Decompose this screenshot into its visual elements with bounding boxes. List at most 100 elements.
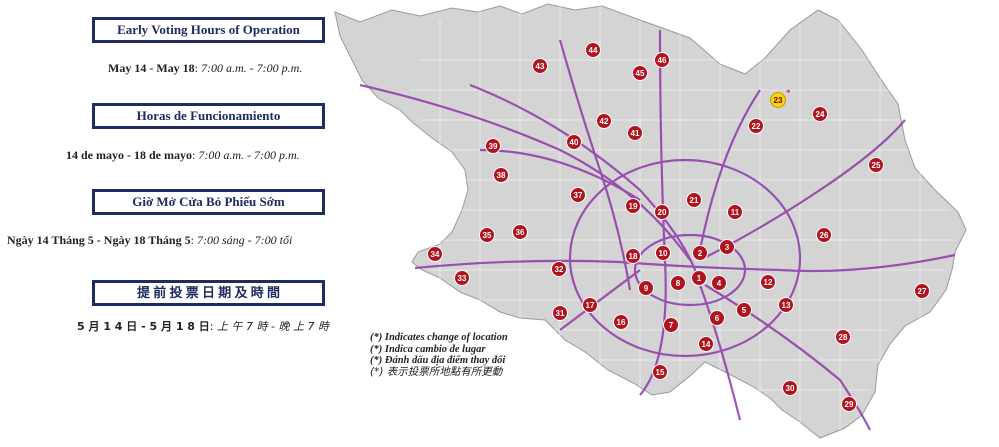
- polling-location-marker: 45: [632, 65, 648, 81]
- marker-label: 16: [617, 318, 626, 327]
- marker-label: 45: [636, 69, 645, 78]
- polling-location-marker: 18: [625, 248, 641, 264]
- polling-location-marker: 21: [686, 192, 702, 208]
- polling-location-marker: 32: [551, 261, 567, 277]
- polling-location-marker: 15: [652, 364, 668, 380]
- marker-label: 23: [774, 96, 783, 105]
- hours-line-vietnamese: Ngày 14 Tháng 5 - Ngày 18 Tháng 5: 7:00 …: [7, 233, 293, 247]
- marker-circle: [719, 239, 735, 255]
- marker-label: 24: [816, 110, 825, 119]
- marker-circle: [632, 65, 648, 81]
- marker-label: 6: [715, 314, 720, 323]
- marker-circle: [625, 248, 641, 264]
- marker-circle: [654, 204, 670, 220]
- polling-location-marker: 24: [812, 106, 828, 122]
- polling-location-marker: 11: [727, 204, 743, 220]
- marker-circle: [532, 58, 548, 74]
- marker-circle: [582, 297, 598, 313]
- polling-location-marker: 6: [709, 310, 725, 326]
- polling-location-marker: 23*: [770, 88, 791, 108]
- polling-location-marker: 10: [655, 245, 671, 261]
- location-change-legend: (*) Indicates change of location (*) Ind…: [370, 332, 508, 378]
- marker-label: 8: [676, 279, 681, 288]
- marker-circle: [841, 396, 857, 412]
- marker-label: 40: [570, 138, 579, 147]
- marker-circle: [670, 275, 686, 291]
- marker-label: 29: [845, 400, 854, 409]
- marker-circle: [698, 336, 714, 352]
- marker-circle: [654, 52, 670, 68]
- hours-line-spanish: 14 de mayo - 18 de mayo: 7:00 a.m. - 7:0…: [66, 148, 300, 162]
- polling-location-marker: 19: [625, 198, 641, 214]
- marker-circle: [812, 106, 828, 122]
- marker-circle: [512, 224, 528, 240]
- legend-line-vietnamese: (*) Đánh dấu địa điểm thay đổi: [370, 355, 506, 366]
- marker-circle: [736, 302, 752, 318]
- polling-location-marker: 44: [585, 42, 601, 58]
- marker-label: 25: [872, 161, 881, 170]
- marker-label: 46: [658, 56, 667, 65]
- marker-label: 1: [697, 274, 702, 283]
- marker-circle: [778, 297, 794, 313]
- polling-location-marker: 29: [841, 396, 857, 412]
- marker-circle: [727, 204, 743, 220]
- polling-location-marker: 37: [570, 187, 586, 203]
- polling-location-marker: 42: [596, 113, 612, 129]
- marker-circle: [770, 92, 786, 108]
- polling-location-marker: 20: [654, 204, 670, 220]
- polling-location-marker: 33: [454, 270, 470, 286]
- marker-circle: [552, 305, 568, 321]
- marker-label: 43: [536, 62, 545, 71]
- marker-circle: [652, 364, 668, 380]
- polling-location-marker: 46: [654, 52, 670, 68]
- marker-label: 35: [483, 231, 492, 240]
- polling-location-marker: 5: [736, 302, 752, 318]
- marker-circle: [691, 270, 707, 286]
- hours-line-chinese: 5 月 1 4 日 - 5 月 1 8 日: 上 午 7 時 - 晚 上 7 時: [77, 320, 329, 333]
- marker-label: 30: [786, 384, 795, 393]
- marker-circle: [585, 42, 601, 58]
- marker-circle: [711, 275, 727, 291]
- marker-circle: [638, 280, 654, 296]
- marker-label: 7: [669, 321, 674, 330]
- marker-circle: [427, 246, 443, 262]
- legend-line-english: (*) Indicates change of location: [370, 332, 508, 343]
- hours-heading-vietnamese: Giờ Mở Cửa Bỏ Phiếu Sớm: [93, 190, 324, 214]
- marker-label: 34: [431, 250, 440, 259]
- marker-circle: [627, 125, 643, 141]
- marker-circle: [914, 283, 930, 299]
- polling-location-marker: 4: [711, 275, 727, 291]
- legend-line-spanish: (*) Indica cambio de lugar: [370, 343, 486, 355]
- marker-label: 14: [702, 340, 711, 349]
- polling-location-marker: 7: [663, 317, 679, 333]
- marker-circle: [816, 227, 832, 243]
- polling-location-marker: 26: [816, 227, 832, 243]
- marker-circle: [625, 198, 641, 214]
- marker-label: 13: [782, 301, 791, 310]
- polling-location-marker: 35: [479, 227, 495, 243]
- marker-label: 15: [656, 368, 665, 377]
- polling-location-marker: 28: [835, 329, 851, 345]
- marker-circle: [782, 380, 798, 396]
- marker-circle: [868, 157, 884, 173]
- marker-label: 37: [574, 191, 583, 200]
- polling-location-marker: 16: [613, 314, 629, 330]
- marker-label: 21: [690, 196, 699, 205]
- marker-circle: [663, 317, 679, 333]
- marker-label: 26: [820, 231, 829, 240]
- marker-label: 27: [918, 287, 927, 296]
- marker-label: 12: [764, 278, 773, 287]
- marker-label: 42: [600, 117, 609, 126]
- marker-label: 4: [717, 279, 722, 288]
- marker-circle: [655, 245, 671, 261]
- marker-circle: [692, 245, 708, 261]
- marker-label: 31: [556, 309, 565, 318]
- polling-location-marker: 43: [532, 58, 548, 74]
- marker-circle: [835, 329, 851, 345]
- polling-location-marker: 39: [485, 138, 501, 154]
- marker-circle: [566, 134, 582, 150]
- marker-label: 20: [658, 208, 667, 217]
- hours-line-english: May 14 - May 18: 7:00 a.m. - 7:00 p.m.: [108, 61, 303, 75]
- polling-location-marker: 12: [760, 274, 776, 290]
